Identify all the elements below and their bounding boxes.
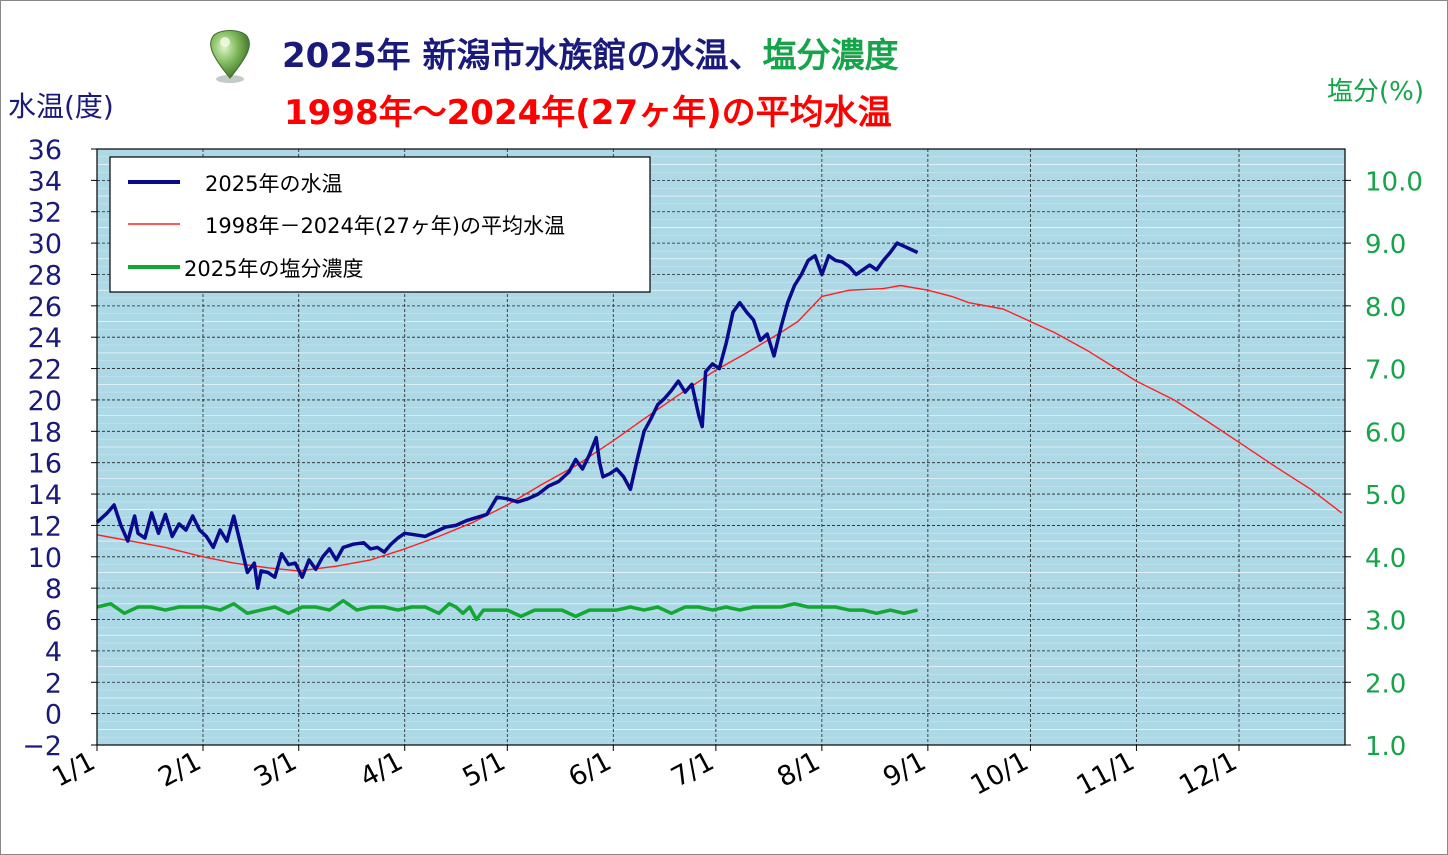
grid <box>96 148 1345 746</box>
plot-border <box>96 148 1346 746</box>
x-tick-label: 7/1 <box>666 746 719 794</box>
series-line-0 <box>95 241 919 590</box>
y-left-tick-label: 4 <box>45 637 62 668</box>
y-right-tick-label: 7.0 <box>1365 356 1406 386</box>
y-left-tick-label: 28 <box>28 260 62 291</box>
y-left-tick-label: 10 <box>28 543 62 574</box>
y-left-tick-label: 30 <box>28 229 62 260</box>
series-layer <box>95 241 1343 622</box>
y-left-tick-label: 36 <box>28 135 62 166</box>
x-tick-label: 6/1 <box>564 746 617 794</box>
y-right-tick-label: 8.0 <box>1365 293 1406 323</box>
y-left-tick-label: 22 <box>28 355 62 386</box>
legend-label-temp-2025: 2025年の水温 <box>205 172 342 196</box>
chart-subtitle: 1998年～2024年(27ヶ年)の平均水温 <box>284 93 892 133</box>
y-right-tick-label: 2.0 <box>1365 669 1406 699</box>
y-left-tick-label: 16 <box>28 449 62 480</box>
y-left-tick-label: 18 <box>28 417 62 448</box>
y-left-tick-label: 8 <box>45 574 62 605</box>
x-tick-label: 8/1 <box>772 746 825 794</box>
map-pin-icon <box>210 30 250 83</box>
x-tick-label: 2/1 <box>153 746 206 794</box>
x-tick-label: 4/1 <box>355 746 408 794</box>
x-tick-label: 12/1 <box>1174 746 1242 802</box>
y-left-tick-label: 0 <box>45 700 62 731</box>
y-right-tick-label: 4.0 <box>1365 544 1406 574</box>
y-right-tick-label: 6.0 <box>1365 418 1406 448</box>
x-tick-label: 10/1 <box>966 746 1034 802</box>
y-left-tick-label: 14 <box>28 480 62 511</box>
y-left-tick-label: 34 <box>28 166 62 197</box>
x-tick-label: 9/1 <box>878 746 931 794</box>
x-ticks: 1/1 2/1 3/1 4/1 5/1 6/1 7/1 8/1 9/1 10/1 11/1 12/1 <box>47 745 1242 802</box>
y-right-tick-label: 10.0 <box>1365 167 1423 197</box>
y-right-tick-label: 5.0 <box>1365 481 1406 511</box>
y-left-tick-label: 26 <box>28 292 62 323</box>
y-left-tick-label: 32 <box>28 198 62 229</box>
y-left-tick-label: 12 <box>28 511 62 542</box>
title-part2: 塩分濃度 <box>762 36 898 76</box>
title-part1: 2025年 新潟市水族館の水温、 <box>282 36 762 76</box>
y-left-tick-label: 6 <box>45 606 62 637</box>
y-left-axis-label: 水温(度) <box>8 90 114 123</box>
y-right-axis-label: 塩分(%) <box>1327 77 1424 107</box>
x-tick-label: 3/1 <box>249 746 302 794</box>
y-left-tick-label: 24 <box>28 323 62 354</box>
y-right-tick-label: 9.0 <box>1365 230 1406 260</box>
legend-label-avg-temp: 1998年－2024年(27ヶ年)の平均水温 <box>205 214 565 238</box>
y-left-tick-label: 2 <box>45 668 62 699</box>
y-right-ticks: 10.0 9.0 8.0 7.0 6.0 5.0 4.0 3.0 2.0 1.0 <box>1345 167 1423 762</box>
y-left-tick-label: 20 <box>28 386 62 417</box>
y-right-tick-label: 3.0 <box>1365 607 1406 637</box>
series-line-2 <box>96 598 918 622</box>
y-right-tick-label: 1.0 <box>1365 732 1406 762</box>
y-left-tick-label: −2 <box>22 731 62 762</box>
chart-title: 2025年 新潟市水族館の水温、塩分濃度 <box>282 36 898 76</box>
legend-label-salinity-2025: 2025年の塩分濃度 <box>184 257 363 281</box>
x-tick-label: 11/1 <box>1072 746 1140 802</box>
x-tick-label: 5/1 <box>458 746 511 794</box>
legend: 2025年の水温 1998年－2024年(27ヶ年)の平均水温 2025年の塩分… <box>109 156 651 293</box>
